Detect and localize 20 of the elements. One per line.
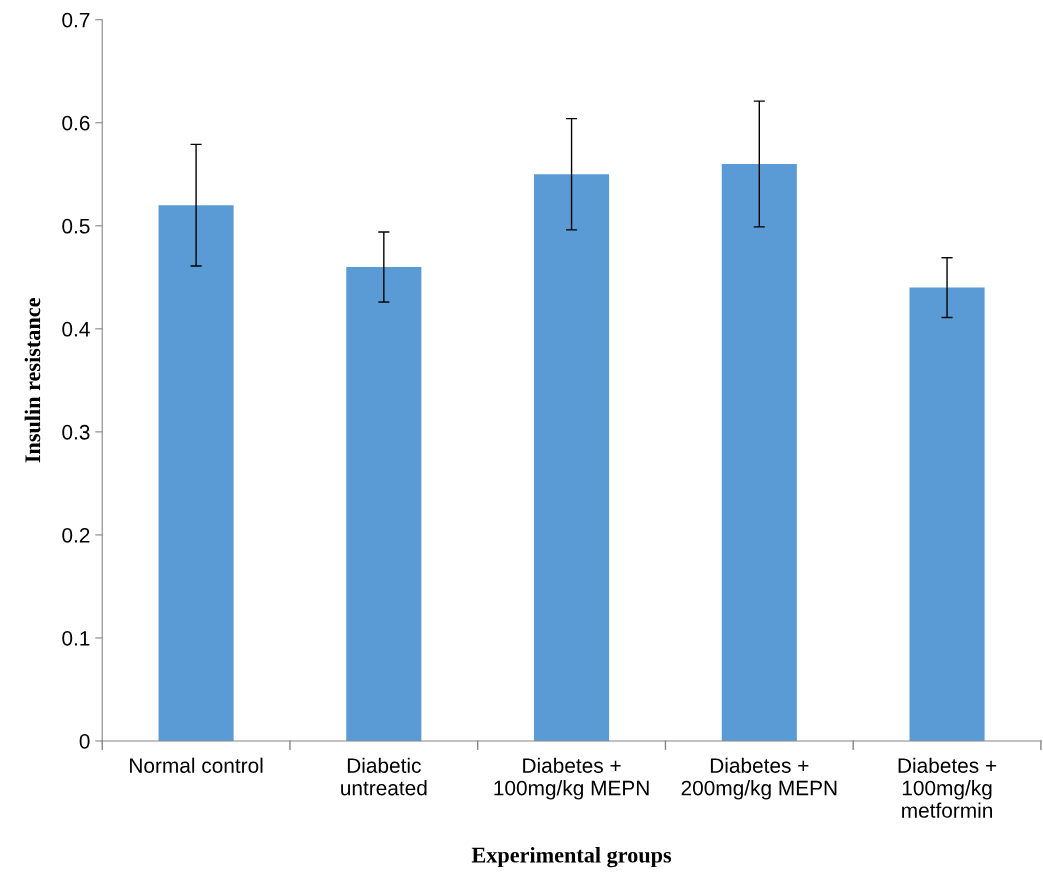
bar [534, 174, 610, 741]
x-tick-label: Diabetic untreated [341, 757, 427, 796]
bar [721, 163, 797, 741]
bar [346, 267, 422, 741]
x-tick-label: Normal control [130, 757, 263, 773]
y-tick-label: 0.3 [62, 424, 90, 440]
y-axis-title: Insulin resistance [24, 298, 41, 463]
y-tick-label: 0.1 [62, 630, 90, 646]
y-tick-label: 0.7 [62, 12, 90, 28]
y-tick-label: 0.6 [62, 115, 90, 131]
y-tick-label: 0.4 [62, 321, 90, 337]
y-tick-label: 0.2 [62, 527, 90, 543]
x-tick-label: Diabetes + 100mg/kg metformin [898, 757, 997, 818]
bar [909, 287, 985, 741]
x-axis-title: Experimental groups [471, 846, 672, 868]
y-tick-label: 0 [79, 733, 90, 749]
x-tick-label: Diabetes + 100mg/kg MEPN [494, 757, 649, 800]
bar [158, 205, 234, 741]
y-tick-label: 0.5 [62, 218, 90, 234]
x-tick-label: Diabetes + 200mg/kg MEPN [681, 757, 837, 800]
